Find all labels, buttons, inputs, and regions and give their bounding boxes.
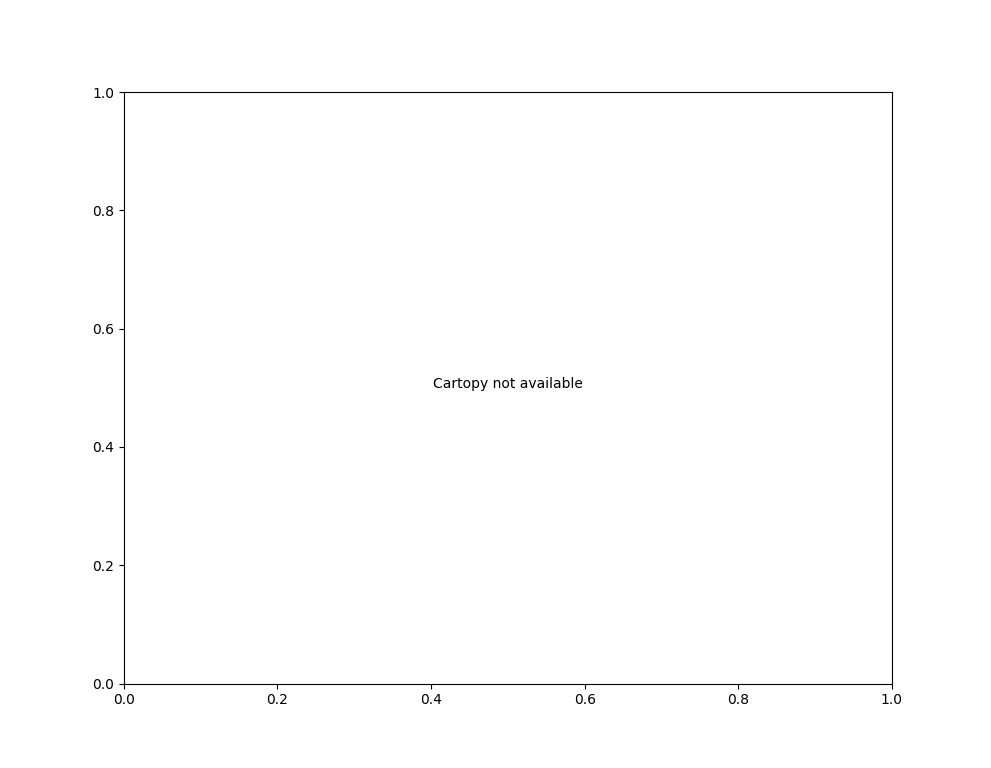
Text: Cartopy not available: Cartopy not available bbox=[433, 377, 583, 391]
